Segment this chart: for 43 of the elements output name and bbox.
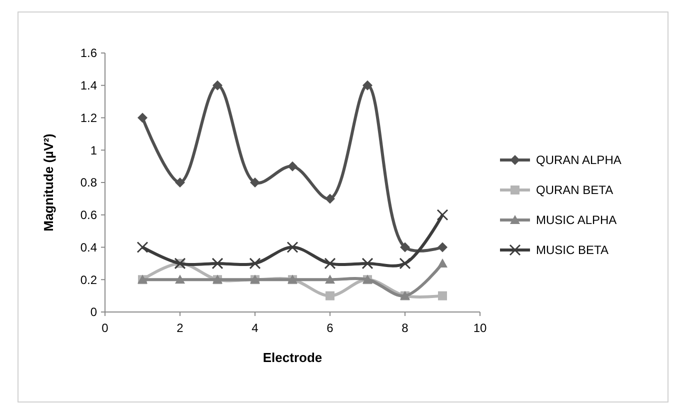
point xyxy=(438,242,448,252)
point xyxy=(436,209,448,221)
point xyxy=(400,242,410,252)
point xyxy=(286,242,298,253)
point xyxy=(324,258,336,270)
point xyxy=(212,258,224,270)
y-tick-label: 0.2 xyxy=(80,272,98,287)
y-tick-label: 1 xyxy=(90,143,98,158)
point xyxy=(249,258,261,270)
point xyxy=(438,291,447,300)
point xyxy=(325,194,335,204)
y-tick-label: 0.6 xyxy=(80,208,98,222)
x-tick-label: 2 xyxy=(176,321,184,335)
point xyxy=(326,291,334,300)
point xyxy=(325,274,335,284)
point xyxy=(212,80,222,90)
x-tick-label: 6 xyxy=(326,321,334,335)
y-tick-label: 1.4 xyxy=(80,78,98,93)
point xyxy=(175,178,185,188)
y-tick-label: 0.4 xyxy=(80,240,98,254)
y-tick-label: 1.2 xyxy=(80,110,98,125)
point xyxy=(250,178,260,188)
y-tick-label: 0 xyxy=(90,305,98,320)
point xyxy=(438,258,448,268)
x-tick-label: 10 xyxy=(473,321,487,335)
point xyxy=(138,112,148,123)
x-tick-label: 4 xyxy=(252,321,259,335)
point xyxy=(175,274,185,284)
y-tick-label: 1.6 xyxy=(80,46,98,60)
legend-label: QURAN BETA xyxy=(536,183,614,198)
legend-label: QURAN ALPHA xyxy=(536,153,622,168)
y-axis-title: Magnitude (µV²) xyxy=(41,134,56,232)
point xyxy=(362,80,372,90)
point xyxy=(288,161,298,172)
x-tick-label: 0 xyxy=(102,321,109,335)
x-axis-title: Electrode xyxy=(262,350,322,365)
y-tick-label: 0.8 xyxy=(80,176,98,190)
point xyxy=(399,258,411,270)
x-tick-label: 8 xyxy=(402,321,409,335)
legend-label: MUSIC BETA xyxy=(536,243,608,258)
legend-label: MUSIC ALPHA xyxy=(536,213,617,228)
point xyxy=(136,242,148,253)
point xyxy=(362,258,374,270)
